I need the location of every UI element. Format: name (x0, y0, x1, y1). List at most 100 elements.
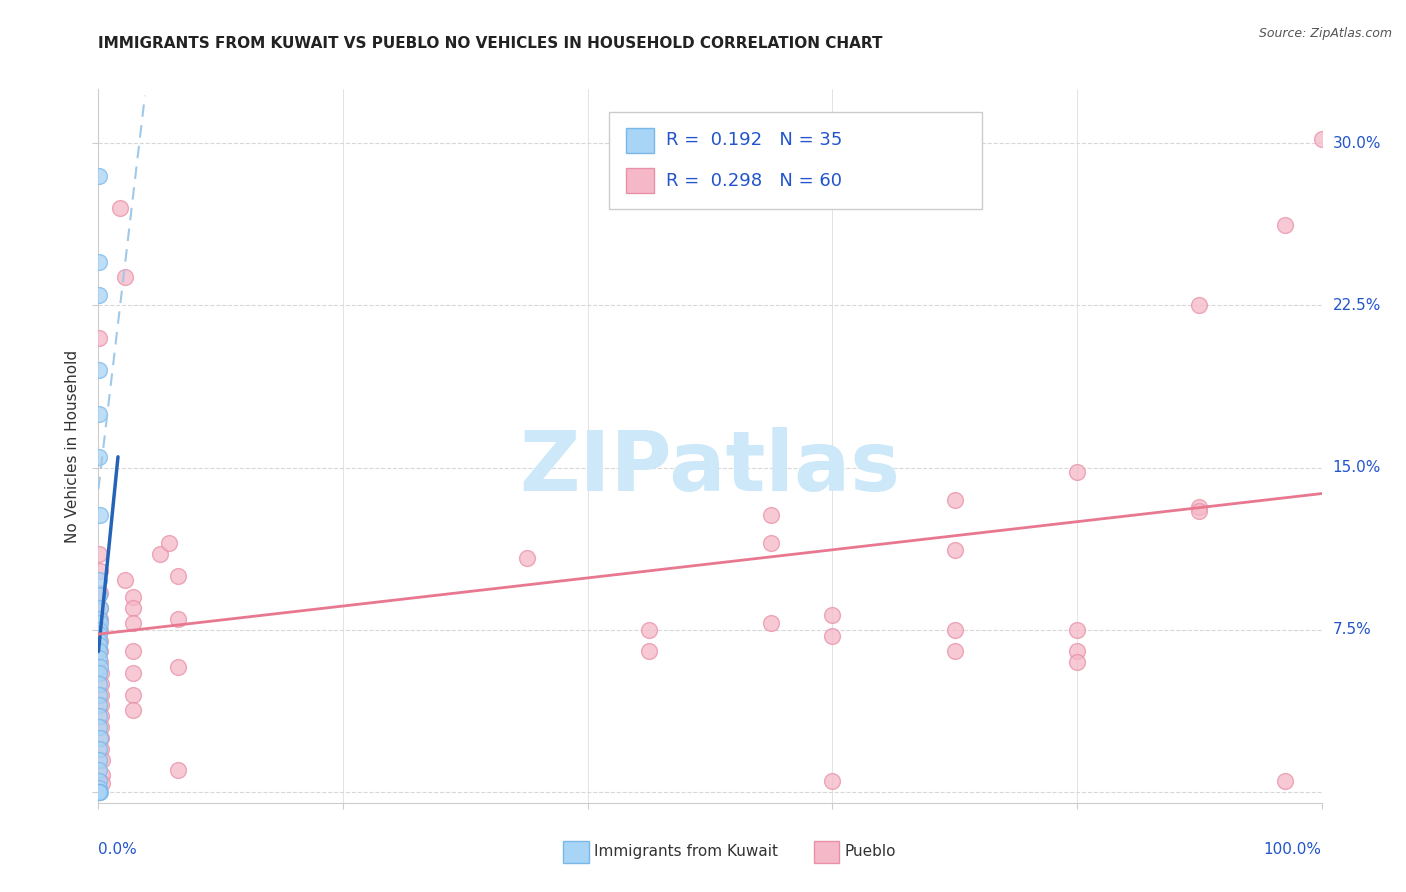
Point (167, 612, 190, 626)
Point (89, 616, 111, 631)
Text: 0.0%: 0.0% (98, 842, 138, 856)
Point (89, 573, 111, 587)
Point (89, 785, 111, 799)
Point (90, 741, 112, 756)
Point (89, 633, 111, 648)
Point (90, 720, 112, 734)
Point (943, 542, 966, 557)
Point (89, 169, 111, 183)
Point (89, 741, 111, 756)
Point (167, 764, 190, 778)
Point (90, 698, 112, 713)
Point (89, 780, 111, 795)
Point (761, 508, 783, 523)
Point (89, 698, 111, 713)
Point (1274, 774, 1296, 789)
Point (91, 753, 114, 767)
Text: Immigrants from Kuwait: Immigrants from Kuwait (595, 845, 778, 859)
Point (89, 785, 111, 799)
Point (91, 776, 114, 790)
Point (89, 612, 111, 626)
Point (121, 644, 143, 658)
Point (90, 688, 112, 702)
Point (167, 659, 190, 673)
Point (89, 651, 111, 665)
Point (89, 644, 111, 658)
Text: Source: ZipAtlas.com: Source: ZipAtlas.com (1258, 27, 1392, 40)
Point (89, 586, 111, 600)
Point (821, 629, 844, 643)
Point (114, 573, 136, 587)
Point (89, 547, 111, 561)
Point (89, 731, 111, 745)
Point (121, 688, 143, 702)
Point (114, 270, 136, 285)
Point (89, 764, 111, 778)
Point (89, 677, 111, 691)
Point (89, 612, 111, 626)
Text: 15.0%: 15.0% (1333, 460, 1381, 475)
Point (110, 201, 132, 215)
Point (1066, 644, 1088, 658)
Point (89, 623, 111, 637)
Point (167, 568, 190, 582)
Point (157, 536, 180, 550)
Point (91, 767, 114, 781)
Point (121, 616, 143, 631)
Point (821, 774, 844, 789)
Point (89, 601, 111, 615)
Text: 30.0%: 30.0% (1333, 136, 1381, 151)
Point (89, 363, 111, 377)
Text: 22.5%: 22.5% (1333, 298, 1381, 313)
Point (761, 616, 783, 631)
Point (89, 666, 111, 681)
Point (89, 753, 111, 767)
Point (89, 407, 111, 421)
Point (637, 644, 661, 658)
Point (821, 607, 844, 622)
Point (89, 565, 111, 579)
Y-axis label: No Vehicles in Household: No Vehicles in Household (65, 350, 80, 542)
Point (1188, 298, 1211, 312)
Point (515, 551, 537, 566)
Point (1066, 465, 1088, 479)
Point (121, 601, 143, 615)
Point (89, 508, 111, 523)
Point (943, 644, 966, 658)
Point (121, 666, 143, 681)
Point (1066, 655, 1088, 669)
Text: ZIPatlas: ZIPatlas (520, 427, 900, 508)
Point (89, 709, 111, 723)
Text: IMMIGRANTS FROM KUWAIT VS PUEBLO NO VEHICLES IN HOUSEHOLD CORRELATION CHART: IMMIGRANTS FROM KUWAIT VS PUEBLO NO VEHI… (98, 36, 883, 51)
Text: 100.0%: 100.0% (1264, 842, 1322, 856)
Point (89, 659, 111, 673)
Point (1188, 500, 1211, 514)
Point (90, 731, 112, 745)
Point (89, 633, 111, 648)
Point (89, 588, 111, 602)
Point (89, 450, 111, 464)
Point (761, 536, 783, 550)
Point (89, 623, 111, 637)
Point (1188, 504, 1211, 518)
Point (90, 709, 112, 723)
Point (89, 688, 111, 702)
Point (89, 638, 111, 652)
Point (89, 785, 111, 799)
Point (1310, 132, 1333, 146)
Point (89, 774, 111, 789)
Point (943, 623, 966, 637)
Point (149, 547, 172, 561)
Point (89, 601, 111, 615)
Point (1066, 623, 1088, 637)
Point (89, 644, 111, 658)
Point (1274, 219, 1296, 233)
Point (89, 720, 111, 734)
Text: 7.5%: 7.5% (1333, 623, 1371, 637)
Point (89, 287, 111, 301)
Point (121, 703, 143, 717)
Text: Pueblo: Pueblo (845, 845, 897, 859)
Point (90, 666, 112, 681)
Point (121, 591, 143, 605)
Point (637, 623, 661, 637)
